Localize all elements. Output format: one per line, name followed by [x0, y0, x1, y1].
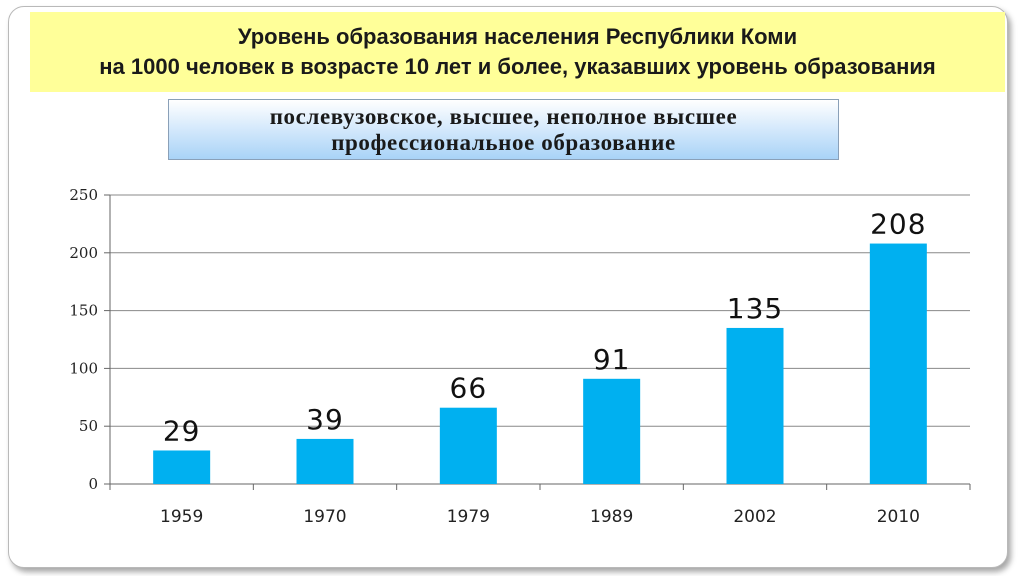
bar [153, 450, 211, 484]
data-label: 208 [870, 208, 926, 241]
bars [153, 243, 927, 484]
y-tick-label: 0 [88, 475, 98, 493]
data-label: 91 [593, 343, 631, 376]
axes: 0 50 100 150 200 250 1959 1970 1979 1989 2002 2010 [69, 186, 971, 527]
data-label: 66 [450, 372, 488, 405]
title-line-2: на 1000 человек в возрасте 10 лет и боле… [99, 54, 936, 79]
bar [726, 327, 784, 484]
title-band: Уровень образования населения Республики… [30, 12, 1005, 92]
bar [439, 407, 497, 484]
y-tick-label: 250 [69, 186, 98, 204]
x-tick-label: 2002 [733, 507, 776, 527]
title-line-1: Уровень образования населения Республики… [237, 24, 798, 49]
bar [296, 438, 354, 484]
y-tick-label: 100 [69, 359, 98, 377]
data-labels: 29 39 66 91 135 208 [163, 208, 926, 448]
y-tick-label: 200 [69, 244, 98, 262]
x-tick-label: 1989 [590, 507, 633, 527]
x-tick-label: 1959 [160, 507, 203, 527]
subtitle-line-1: послевузовское, высшее, неполное высшее [269, 103, 738, 129]
data-label: 135 [727, 292, 783, 325]
grid-lines [110, 194, 970, 427]
subtitle-line-2: профессиональное образование [331, 129, 676, 155]
data-label: 39 [306, 403, 344, 436]
data-label: 29 [163, 414, 201, 447]
y-tick-label: 50 [79, 417, 98, 435]
chart-subtitle-box: послевузовское, высшее, неполное высшее … [168, 99, 839, 160]
bar [583, 378, 641, 484]
x-tick-label: 2010 [877, 507, 920, 527]
bar [869, 243, 927, 484]
y-tick-label: 150 [69, 302, 98, 320]
x-tick-label: 1970 [303, 507, 346, 527]
x-tick-label: 1979 [447, 507, 490, 527]
